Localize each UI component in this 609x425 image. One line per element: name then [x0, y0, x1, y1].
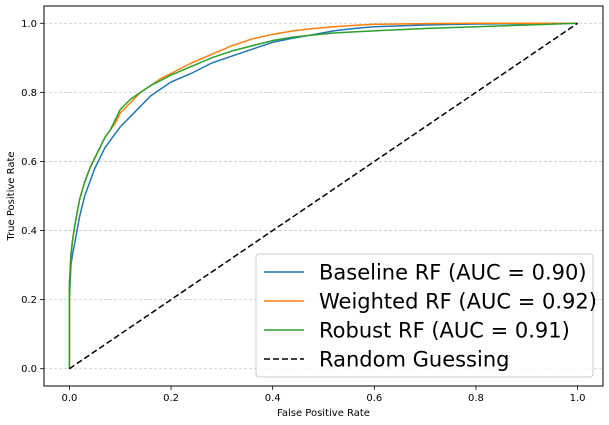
y-tick-label: 0.4 — [21, 226, 37, 237]
x-tick-label: 0.4 — [265, 393, 281, 404]
axis-ticks: 0.0 0.2 0.4 0.6 0.8 1.0 0.0 0.2 0.4 0.6 0.8 1.0 — [21, 19, 585, 404]
legend-label: Robust RF (AUC = 0.91) — [319, 319, 570, 343]
series-line-3 — [68, 22, 578, 369]
x-tick-label: 0.6 — [366, 393, 382, 404]
y-axis-label: True Positive Rate — [6, 151, 17, 241]
y-tick-label: 0.2 — [21, 295, 37, 306]
legend-label: Random Guessing — [319, 348, 509, 372]
y-tick-label: 0.0 — [21, 364, 37, 375]
series-line-4 — [68, 22, 579, 370]
y-tick-label: 0.6 — [21, 157, 37, 168]
series-line-1 — [68, 22, 578, 369]
x-tick-label: 1.0 — [570, 393, 586, 404]
x-tick-label: 0.8 — [468, 393, 484, 404]
x-axis-label: False Positive Rate — [277, 408, 370, 419]
x-tick-label: 0.2 — [163, 393, 179, 404]
legend-box — [255, 253, 594, 378]
y-tick-label: 0.8 — [21, 88, 37, 99]
y-tick-label: 1.0 — [21, 19, 37, 30]
legend-label: Baseline RF (AUC = 0.90) — [319, 261, 587, 285]
x-tick-label: 0.0 — [61, 393, 77, 404]
legend: Baseline RF (AUC = 0.90) Weighted RF (AUC… — [255, 253, 597, 378]
axes-frame — [43, 5, 604, 387]
series-lines — [68, 22, 579, 370]
legend-label: Weighted RF (AUC = 0.92) — [319, 290, 597, 314]
